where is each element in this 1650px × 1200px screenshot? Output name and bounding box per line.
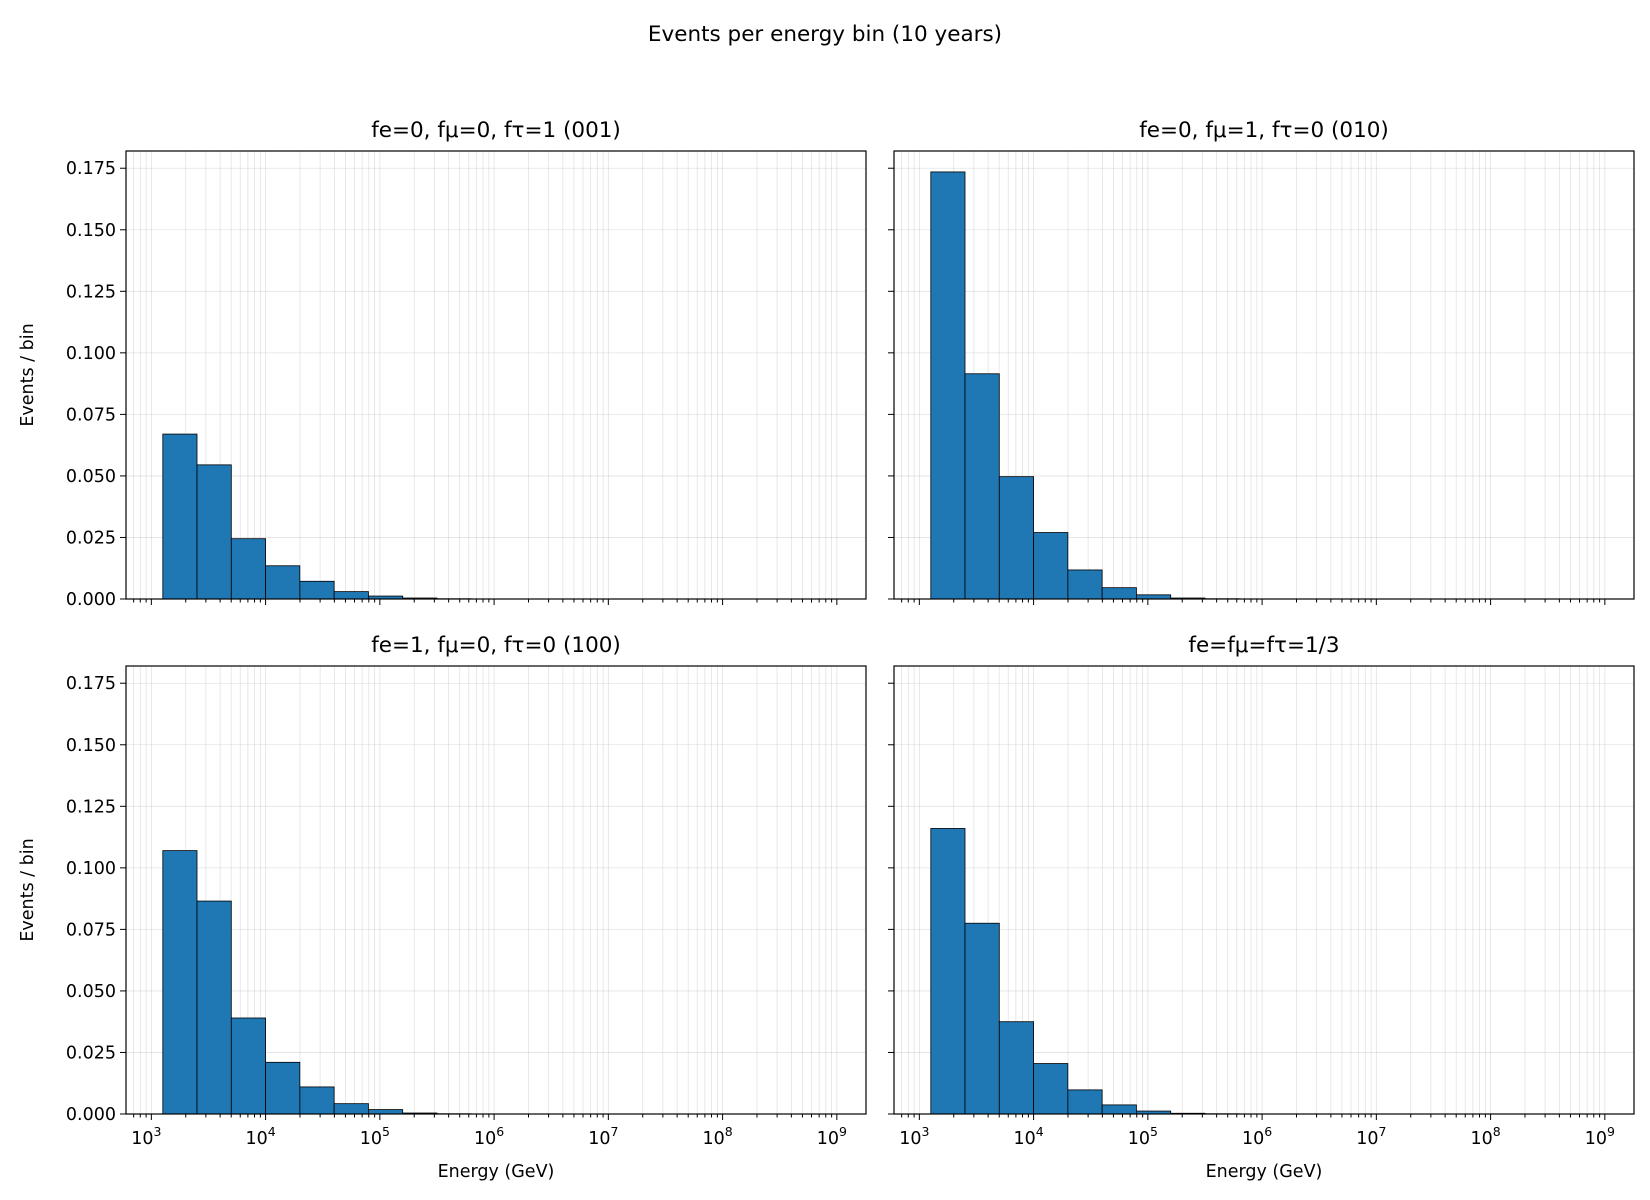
x-tick-label: 108	[702, 1124, 732, 1149]
y-tick-label: 0.100	[66, 859, 116, 879]
histogram-bars	[930, 828, 1240, 1115]
axes-frame	[125, 665, 867, 1115]
subplot-title: fe=0, fμ=0, fτ=1 (001)	[371, 118, 621, 143]
figure-title: Events per energy bin (10 years)	[648, 22, 1002, 47]
x-tick-label: 103	[899, 1124, 929, 1149]
histogram-bar	[1033, 532, 1069, 600]
subplot-top-left: 0.000 0.025 0.050 0.075 0.100 0.125 0.150 0.175…	[18, 118, 867, 610]
histogram-bars	[162, 433, 472, 600]
grid	[894, 666, 1634, 1115]
histogram-bar	[265, 1061, 301, 1115]
y-axis-label: Events / bin	[18, 838, 38, 941]
axes-frame	[893, 665, 1635, 1115]
y-tick-label: 0.100	[66, 344, 116, 364]
x-tick-label: 104	[245, 1124, 275, 1149]
histogram-bar	[230, 538, 266, 600]
subplot-bottom-left: 0.000 0.025 0.050 0.075 0.100 0.125 0.150 0.175…	[18, 633, 867, 1182]
x-tick-label: 103	[131, 1124, 161, 1149]
histogram-bars	[930, 171, 1240, 600]
x-tick-label: 109	[1585, 1124, 1615, 1149]
histogram-bar	[162, 433, 198, 600]
axes-frame	[125, 150, 867, 600]
histogram-bar	[1101, 1104, 1137, 1115]
y-tick-label: 0.125	[66, 797, 116, 817]
x-tick-label: 104	[1013, 1124, 1043, 1149]
histogram-bar	[162, 850, 198, 1115]
histogram-bar	[265, 565, 301, 600]
y-tick-label: 0.150	[66, 736, 116, 756]
y-tick-label: 0.150	[66, 221, 116, 241]
y-tick-label: 0.050	[66, 982, 116, 1002]
y-tick-label: 0.025	[66, 528, 116, 548]
histogram-bar	[333, 1103, 369, 1115]
x-tick-label: 107	[1356, 1124, 1386, 1149]
x-tick-label: 106	[474, 1124, 504, 1149]
histogram-bar	[299, 580, 335, 600]
y-tick-label: 0.000	[66, 1105, 116, 1125]
y-tick-label: 0.175	[66, 159, 116, 179]
histogram-bar	[368, 1109, 404, 1115]
y-axis-label: Events / bin	[18, 323, 38, 426]
histogram-bar	[1136, 594, 1172, 600]
histogram-bar	[964, 373, 1000, 600]
y-tick-label: 0.000	[66, 590, 116, 610]
subplot-title: fe=1, fμ=0, fτ=0 (100)	[371, 633, 621, 658]
histogram-bar	[1067, 569, 1103, 600]
y-tick-label: 0.175	[66, 674, 116, 694]
x-tick-label: 105	[360, 1124, 390, 1149]
histogram-bar	[196, 464, 232, 600]
x-tick-label: 106	[1242, 1124, 1272, 1149]
subplot-bottom-right: 103 104 105 106 107 108 109 fe=fμ=fτ=1/3 Energy …	[888, 633, 1635, 1182]
histogram-bar	[998, 1021, 1034, 1115]
x-tick-label: 105	[1128, 1124, 1158, 1149]
histogram-bar	[998, 476, 1034, 600]
y-tick-label: 0.025	[66, 1043, 116, 1063]
histogram-bar	[930, 171, 966, 600]
x-tick-label: 109	[817, 1124, 847, 1149]
histogram-bar	[196, 900, 232, 1115]
histogram-bar	[299, 1086, 335, 1115]
histogram-bar	[1033, 1063, 1069, 1115]
grid	[126, 151, 866, 600]
histogram-bar	[964, 922, 1000, 1115]
histogram-bar	[930, 828, 966, 1115]
y-tick-label: 0.050	[66, 467, 116, 487]
subplot-top-right: fe=0, fμ=1, fτ=0 (010)	[888, 118, 1635, 605]
y-tick-label: 0.075	[66, 920, 116, 940]
y-tick-label: 0.125	[66, 282, 116, 302]
x-tick-label: 107	[588, 1124, 618, 1149]
axes-frame	[893, 150, 1635, 600]
x-axis-label: Energy (GeV)	[1206, 1162, 1323, 1182]
x-tick-label: 108	[1470, 1124, 1500, 1149]
histogram-bar	[333, 591, 369, 600]
histogram-bar	[1101, 587, 1137, 600]
histogram-bar	[230, 1017, 266, 1115]
x-axis-label: Energy (GeV)	[438, 1162, 555, 1182]
y-tick-label: 0.075	[66, 405, 116, 425]
histogram-bar	[1067, 1089, 1103, 1115]
histogram-bars	[162, 850, 472, 1115]
subplot-title: fe=0, fμ=1, fτ=0 (010)	[1139, 118, 1389, 143]
subplot-title: fe=fμ=fτ=1/3	[1188, 633, 1339, 658]
